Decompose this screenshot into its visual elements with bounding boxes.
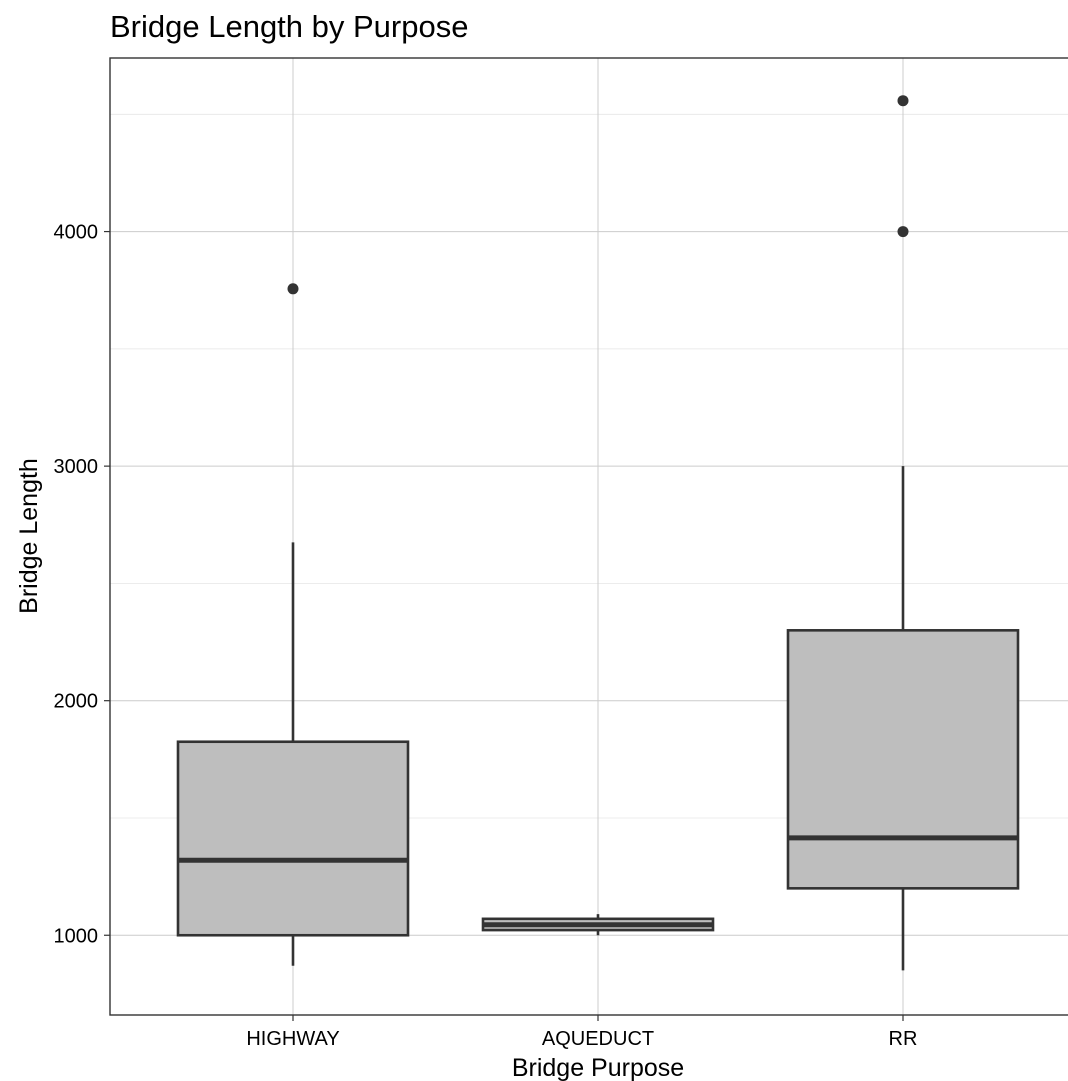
y-axis-title: Bridge Length <box>15 458 43 614</box>
chart-title: Bridge Length by Purpose <box>110 9 468 44</box>
outlier-point <box>897 95 909 107</box>
ticks: 1000 2000 3000 4000 HIGHWAY AQUEDUCT RR <box>54 222 918 1050</box>
outlier-point <box>287 283 299 295</box>
y-tick-label: 4000 <box>54 222 99 244</box>
boxes <box>176 95 1020 971</box>
box-iqr <box>176 740 410 937</box>
box-highway <box>176 283 410 966</box>
box-rr <box>786 95 1020 971</box>
y-tick-label: 2000 <box>54 691 99 713</box>
box-aqueduct <box>481 914 715 936</box>
x-tick-label: RR <box>889 1028 918 1050</box>
grid <box>110 58 1068 1015</box>
panel-border <box>109 57 1068 1016</box>
x-axis-title: Bridge Purpose <box>512 1054 684 1081</box>
x-tick-label: AQUEDUCT <box>542 1028 654 1050</box>
box-iqr <box>786 629 1020 890</box>
y-tick-label: 1000 <box>54 925 99 947</box>
outlier-point <box>897 226 909 238</box>
y-tick-label: 3000 <box>54 456 99 478</box>
x-tick-label: HIGHWAY <box>246 1028 339 1050</box>
